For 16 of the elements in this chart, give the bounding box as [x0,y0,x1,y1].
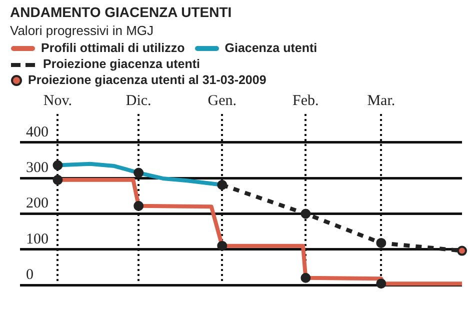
x-tick-label: Dic. [126,92,152,109]
legend-label: Giacenza utenti [224,41,318,55]
x-tick-label: Feb. [292,92,319,109]
x-tick-label: Mar. [367,92,396,109]
x-tick-label: Nov. [43,92,72,109]
y-tick-label: 400 [26,124,48,140]
chart-title: ANDAMENTO GIACENZA UTENTI [10,4,233,20]
y-tick-label: 0 [26,266,34,283]
legend-label: Proiezione giacenza utenti [43,57,200,71]
y-tick-label: 300 [26,160,48,176]
legend-label: Profili ottimali di utilizzo [41,41,185,55]
y-tick-label: 200 [26,196,48,212]
legend-label: Proiezione giacenza utenti al 31-03-2009 [28,73,266,87]
x-tick-label: Gen. [208,92,237,109]
y-tick-label: 100 [26,231,48,248]
chart-subtitle: Valori progressivi in MGJ [10,23,155,38]
